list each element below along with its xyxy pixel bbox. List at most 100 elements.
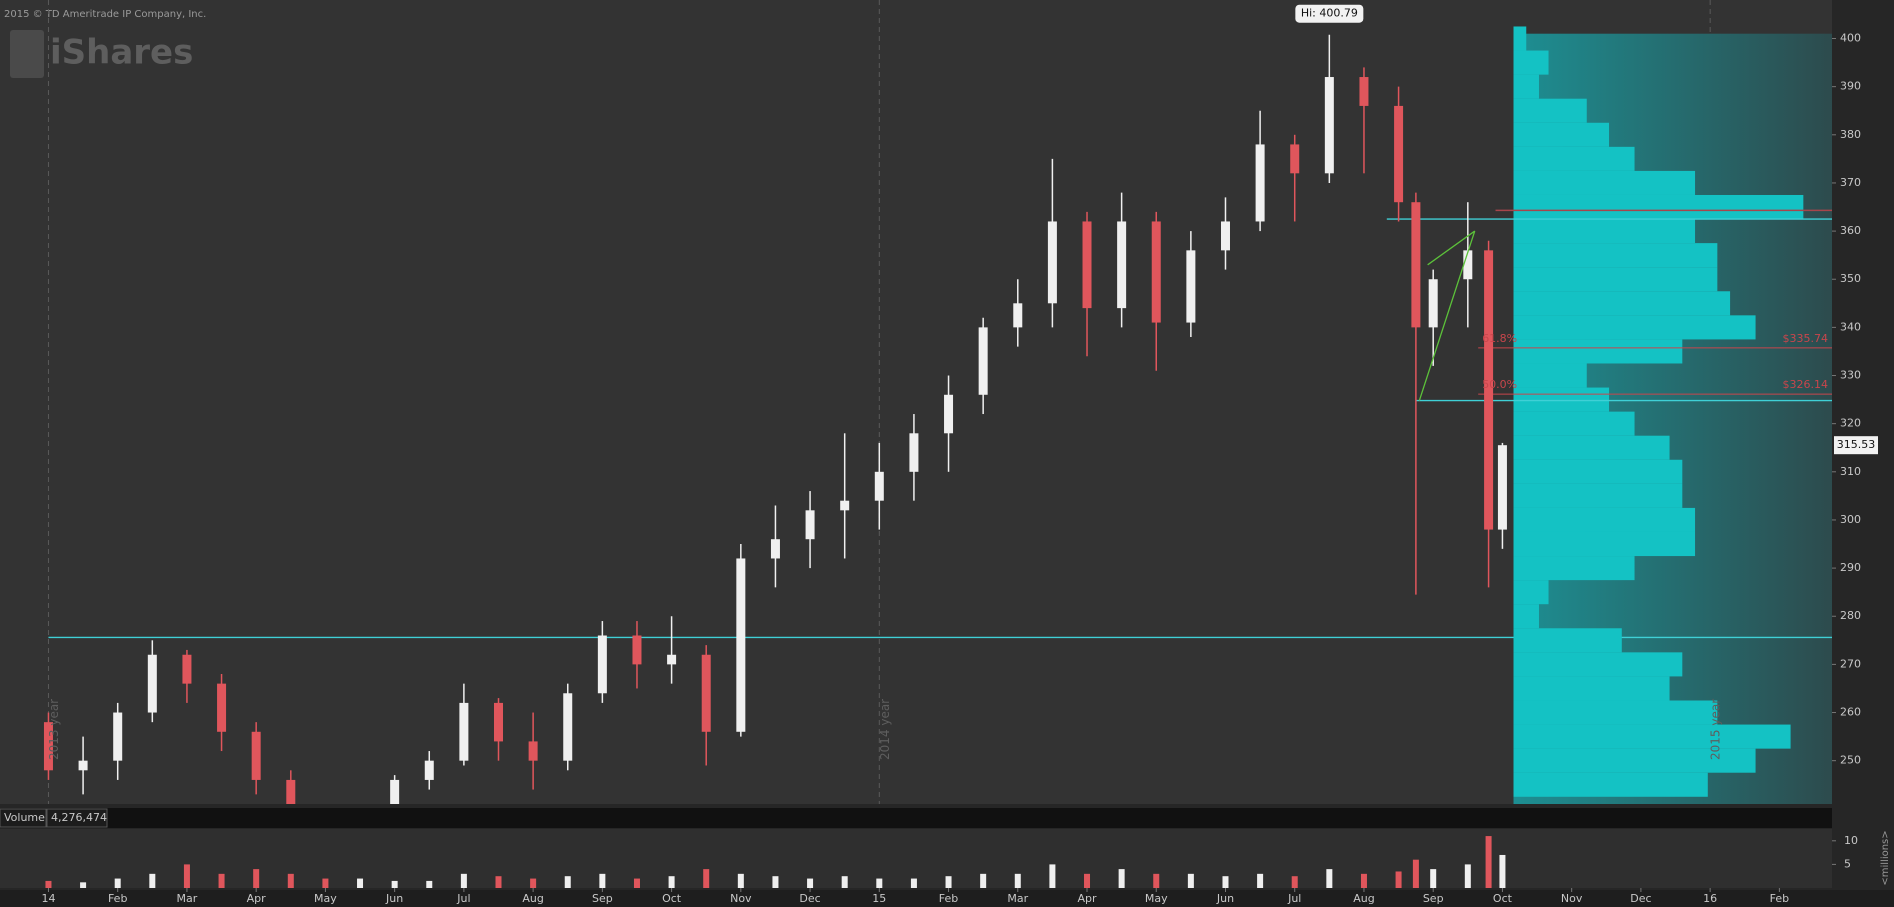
- y-tick-label: 260: [1840, 706, 1861, 719]
- x-tick-label: Apr: [247, 892, 267, 905]
- candle-body: [736, 558, 746, 732]
- candle-body: [494, 702, 504, 742]
- candle-body: [632, 635, 642, 665]
- trend-line: [1418, 230, 1476, 401]
- y-tick-label: 270: [1840, 657, 1861, 670]
- candle-body: [597, 635, 607, 694]
- candle-body: [1359, 77, 1369, 106]
- volume-unit: <millions>: [1880, 830, 1891, 885]
- logo-icon: [10, 30, 44, 78]
- y-tick-label: 380: [1840, 128, 1861, 141]
- profile-bar: [1513, 170, 1696, 195]
- volume-bar: [564, 876, 571, 888]
- candle-body: [1394, 105, 1404, 203]
- volume-bar: [45, 880, 52, 888]
- profile-bar: [1513, 556, 1635, 581]
- x-tick-label: Aug: [1353, 892, 1374, 905]
- candle-body: [217, 683, 227, 732]
- candle-body: [805, 510, 815, 540]
- candle-body: [182, 654, 192, 684]
- candle-body: [424, 760, 434, 780]
- x-tick-label: Dec: [799, 892, 820, 905]
- x-tick-label: Feb: [1770, 892, 1789, 905]
- volume-bar: [599, 873, 606, 888]
- x-tick-label: Aug: [522, 892, 543, 905]
- volume-title-box: [0, 808, 47, 828]
- year-label: 2015 year: [1709, 699, 1723, 760]
- x-tick-label: 16: [1703, 892, 1717, 905]
- volume-bar: [426, 880, 433, 888]
- y-tick-label: 390: [1840, 80, 1861, 93]
- candle-body: [113, 712, 123, 761]
- volume-bar: [183, 864, 190, 888]
- profile-bar: [1513, 267, 1718, 292]
- x-tick-label: 14: [41, 892, 55, 905]
- fib-price: $335.74: [1783, 332, 1829, 345]
- candle-body: [978, 327, 988, 395]
- volume-bar: [149, 873, 156, 888]
- candle-body: [528, 741, 538, 761]
- candle-body: [874, 471, 884, 501]
- volume-tick-label: 10: [1844, 834, 1858, 847]
- volume-bar: [1257, 873, 1264, 888]
- volume-bar: [357, 878, 364, 888]
- profile-bar: [1513, 387, 1610, 412]
- candle-body: [1013, 303, 1023, 328]
- fib-label: 50.0%: [1482, 378, 1517, 391]
- volume-bar: [114, 878, 121, 888]
- y-tick-label: 340: [1840, 320, 1861, 333]
- candle-body: [1463, 250, 1473, 280]
- volume-tick-label: 5: [1844, 857, 1851, 870]
- y-tick-label: 310: [1840, 465, 1861, 478]
- year-label: 2014 year: [878, 699, 892, 760]
- candle-body: [1082, 221, 1092, 309]
- candle-body: [1484, 250, 1494, 530]
- y-tick-label: 250: [1840, 754, 1861, 767]
- fib-label: 61.8%: [1482, 332, 1517, 345]
- volume-bar: [1412, 859, 1419, 888]
- volume-bar: [703, 869, 710, 888]
- candle-body: [1047, 221, 1057, 304]
- profile-bar: [1513, 748, 1756, 773]
- last-price-box: [1834, 436, 1878, 455]
- candle-body: [1497, 445, 1507, 530]
- volume-bar: [910, 878, 917, 888]
- hi-box: [1295, 4, 1364, 23]
- trend-line: [1427, 230, 1476, 266]
- x-tick-label: Sep: [1423, 892, 1444, 905]
- profile-bar: [1513, 700, 1718, 725]
- volume-bar: [495, 876, 502, 888]
- candle-body: [251, 731, 261, 780]
- candle-body: [1186, 250, 1196, 323]
- volume-bar: [253, 869, 260, 888]
- volume-bar: [218, 873, 225, 888]
- profile-bar: [1513, 50, 1549, 75]
- y-tick-label: 370: [1840, 176, 1861, 189]
- x-tick-label: Oct: [1493, 892, 1513, 905]
- volume-bar: [807, 878, 814, 888]
- candle-body: [459, 702, 469, 761]
- x-tick-label: May: [1145, 892, 1168, 905]
- profile-bar: [1513, 483, 1683, 508]
- volume-bar: [668, 876, 675, 888]
- volume-bar: [1360, 873, 1367, 888]
- profile-bar: [1513, 122, 1610, 147]
- profile-bar: [1513, 724, 1791, 749]
- candle-body: [43, 722, 53, 771]
- volume-bar: [772, 876, 779, 888]
- profile-bar: [1513, 604, 1539, 629]
- profile-bar: [1513, 459, 1683, 484]
- profile-bar: [1513, 315, 1756, 340]
- profile-bar: [1513, 219, 1696, 244]
- candle-body: [286, 779, 296, 804]
- volume-bar: [737, 873, 744, 888]
- volume-bar: [1326, 869, 1333, 888]
- candle-body: [1255, 144, 1265, 222]
- x-tick-label: Jul: [456, 892, 470, 905]
- x-tick-label: May: [314, 892, 337, 905]
- candle-body: [1117, 221, 1127, 309]
- profile-bar: [1513, 146, 1635, 171]
- x-tick-label: Mar: [177, 892, 198, 905]
- volume-bar: [1049, 864, 1056, 888]
- candle-body: [1151, 221, 1161, 323]
